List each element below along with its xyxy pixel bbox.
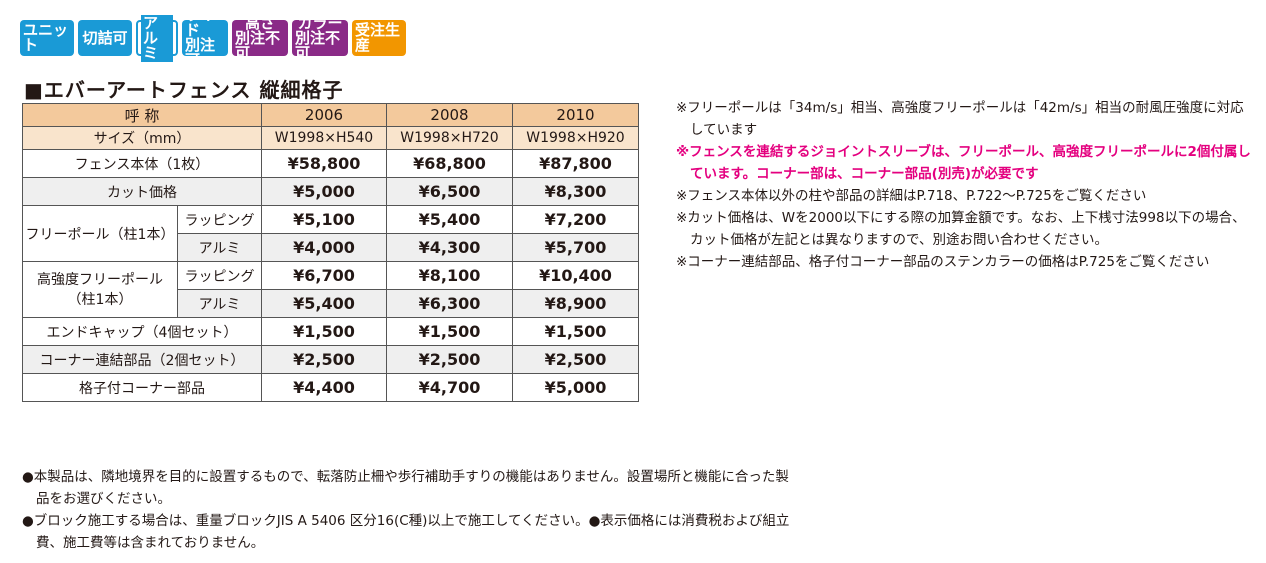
price-table: 呼 称 2006 2008 2010 サイズ（mm） W1998×H540 W1… <box>22 103 639 402</box>
size-cell: W1998×H540 <box>261 126 387 150</box>
badge-height-no-custom: 高さ 別注不可 <box>232 15 288 60</box>
price-cell: ¥87,800 <box>512 149 639 178</box>
header-col-2006: 2006 <box>261 103 387 127</box>
sub-label: アルミ <box>177 233 262 262</box>
row-label: カット価格 <box>22 177 262 206</box>
price-cell: ¥2,500 <box>386 345 513 374</box>
badge-made-to-order: 受注生産 <box>352 20 406 56</box>
row-label-line: 高強度フリーポール <box>37 271 163 288</box>
price-cell: ¥1,500 <box>261 317 387 346</box>
header-col-2010: 2010 <box>512 103 639 127</box>
price-cell: ¥5,700 <box>512 233 639 262</box>
sub-label: ラッピング <box>177 261 262 290</box>
table-row: エンドキャップ（4個セット） ¥1,500 ¥1,500 ¥1,500 <box>22 317 639 346</box>
price-cell: ¥4,000 <box>261 233 387 262</box>
row-label: フリーポール（柱1本） <box>22 205 178 262</box>
sub-label: ラッピング <box>177 205 262 234</box>
price-cell: ¥1,500 <box>386 317 513 346</box>
price-cell: ¥4,700 <box>386 373 513 402</box>
header-col-2008: 2008 <box>386 103 513 127</box>
footer-note-purpose: ●本製品は、隣地境界を目的に設置するもので、転落防止柵や歩行補助手すりの機能はあ… <box>22 469 789 507</box>
footer-note-installation: ●ブロック施工する場合は、重量ブロックJIS A 5406 区分16(C種)以上… <box>22 513 790 551</box>
size-cell: W1998×H920 <box>512 126 639 150</box>
price-cell: ¥4,300 <box>386 233 513 262</box>
row-label: 格子付コーナー部品 <box>22 373 262 402</box>
price-cell: ¥5,100 <box>261 205 387 234</box>
footer-notes: ●本製品は、隣地境界を目的に設置するもので、転落防止柵や歩行補助手すりの機能はあ… <box>22 466 792 554</box>
row-label: 高強度フリーポール （柱1本） <box>22 261 178 318</box>
table-header-row: 呼 称 2006 2008 2010 <box>22 103 639 127</box>
price-cell: ¥8,900 <box>512 289 639 318</box>
row-label: エンドキャップ（4個セット） <box>22 317 262 346</box>
price-cell: ¥8,300 <box>512 177 639 206</box>
size-label: サイズ（mm） <box>22 126 262 150</box>
feature-badges: ユニット 切詰可 アルミ ワイド 別注可 高さ 別注不可 カラー 別注不可 受注生産 <box>20 8 406 68</box>
price-cell: ¥2,500 <box>261 345 387 374</box>
badge-aluminum: アルミ <box>136 14 178 62</box>
table-row: 格子付コーナー部品 ¥4,400 ¥4,700 ¥5,000 <box>22 373 639 402</box>
price-cell: ¥5,000 <box>261 177 387 206</box>
row-label-line: （柱1本） <box>67 291 133 308</box>
section-title: ■エバーアートフェンス 縦細格子 <box>24 78 344 102</box>
price-cell: ¥5,000 <box>512 373 639 402</box>
price-cell: ¥58,800 <box>261 149 387 178</box>
price-cell: ¥6,700 <box>261 261 387 290</box>
table-row: カット価格 ¥5,000 ¥6,500 ¥8,300 <box>22 177 639 206</box>
badge-cuttable: 切詰可 <box>78 20 132 56</box>
price-cell: ¥4,400 <box>261 373 387 402</box>
table-row: 高強度フリーポール （柱1本） ラッピング ¥6,700 ¥8,100 ¥10,… <box>22 261 639 318</box>
price-cell: ¥10,400 <box>512 261 639 290</box>
table-row: フリーポール（柱1本） ラッピング ¥5,100 ¥5,400 ¥7,200 <box>22 205 639 262</box>
note-wind-pressure: ※フリーポールは「34m/s」相当、高強度フリーポールは「42m/s」相当の耐風… <box>676 100 1244 138</box>
badge-color-no-custom: カラー 別注不可 <box>292 15 348 60</box>
table-row: アルミ ¥4,000 ¥4,300 ¥5,700 <box>23 233 639 262</box>
note-cut-price: ※カット価格は、Wを2000以下にする際の加算金額です。なお、上下桟寸法998以… <box>676 210 1246 248</box>
price-cell: ¥5,400 <box>386 205 513 234</box>
price-cell: ¥2,500 <box>512 345 639 374</box>
badge-unit: ユニット <box>20 20 74 56</box>
sub-label: アルミ <box>177 289 262 318</box>
price-cell: ¥5,400 <box>261 289 387 318</box>
table-row: フェンス本体（1枚） ¥58,800 ¥68,800 ¥87,800 <box>22 149 639 178</box>
price-cell: ¥7,200 <box>512 205 639 234</box>
row-label: フェンス本体（1枚） <box>22 149 262 178</box>
table-row: アルミ ¥5,400 ¥6,300 ¥8,900 <box>23 289 639 318</box>
header-label: 呼 称 <box>22 103 262 127</box>
note-stain-color: ※コーナー連結部品、格子付コーナー部品のステンカラーの価格はP.725をご覧くだ… <box>676 254 1210 270</box>
price-cell: ¥8,100 <box>386 261 513 290</box>
size-row: サイズ（mm） W1998×H540 W1998×H720 W1998×H920 <box>22 126 639 150</box>
notes: ※フリーポールは「34m/s」相当、高強度フリーポールは「42m/s」相当の耐風… <box>676 97 1256 273</box>
price-cell: ¥6,300 <box>386 289 513 318</box>
price-cell: ¥68,800 <box>386 149 513 178</box>
table-row: コーナー連結部品（2個セット） ¥2,500 ¥2,500 ¥2,500 <box>22 345 639 374</box>
note-joint-sleeve: ※フェンスを連結するジョイントスリーブは、フリーポール、高強度フリーポールに2個… <box>676 144 1251 182</box>
price-cell: ¥6,500 <box>386 177 513 206</box>
price-cell: ¥1,500 <box>512 317 639 346</box>
row-label: コーナー連結部品（2個セット） <box>22 345 262 374</box>
size-cell: W1998×H720 <box>386 126 513 150</box>
note-parts-details: ※フェンス本体以外の柱や部品の詳細はP.718、P.722〜P.725をご覧くだ… <box>676 188 1147 204</box>
badge-wide-custom: ワイド 別注可 <box>182 8 228 68</box>
